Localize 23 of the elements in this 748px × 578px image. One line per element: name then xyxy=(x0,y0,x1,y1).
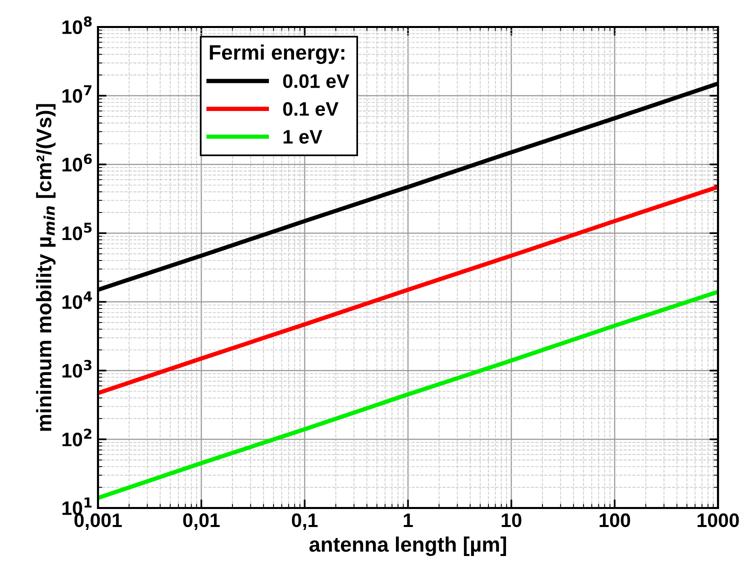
x-tick-label: 1000 xyxy=(698,513,739,528)
y-tick-label: 10$^{7}$ xyxy=(62,85,92,103)
y-tick-label: 10$^{1}$ xyxy=(62,498,92,516)
x-tick-label: 0,1 xyxy=(292,513,318,530)
y-tick-label: 10$^{3}$ xyxy=(62,360,92,378)
legend-label: 0.1 eV xyxy=(283,102,338,116)
y-tick-label: 10$^{8}$ xyxy=(62,16,92,34)
legend-title: Fermi energy: xyxy=(210,44,344,64)
y-tick-label: 10$^{2}$ xyxy=(62,428,92,446)
x-tick-label: 0,01 xyxy=(183,513,220,530)
legend-label: 0.01 eV xyxy=(283,74,350,88)
y-axis-title: minimum mobility µ$_{min}$ [cm²/(Vs)] xyxy=(36,104,56,431)
y-tick-label: 10$^{6}$ xyxy=(62,154,92,172)
line-series xyxy=(98,184,718,396)
x-tick-label: 100 xyxy=(600,513,630,528)
x-axis-title: antenna length [µm] xyxy=(309,536,506,556)
legend-label: 1 eV xyxy=(284,130,322,144)
x-tick-label: 10 xyxy=(502,513,522,528)
x-tick-label: 0,001 xyxy=(74,513,122,530)
y-tick-label: 10$^{4}$ xyxy=(62,291,92,309)
y-tick-label: 10$^{5}$ xyxy=(62,222,92,240)
line-series xyxy=(98,290,718,500)
x-tick-label: 1 xyxy=(404,514,413,527)
